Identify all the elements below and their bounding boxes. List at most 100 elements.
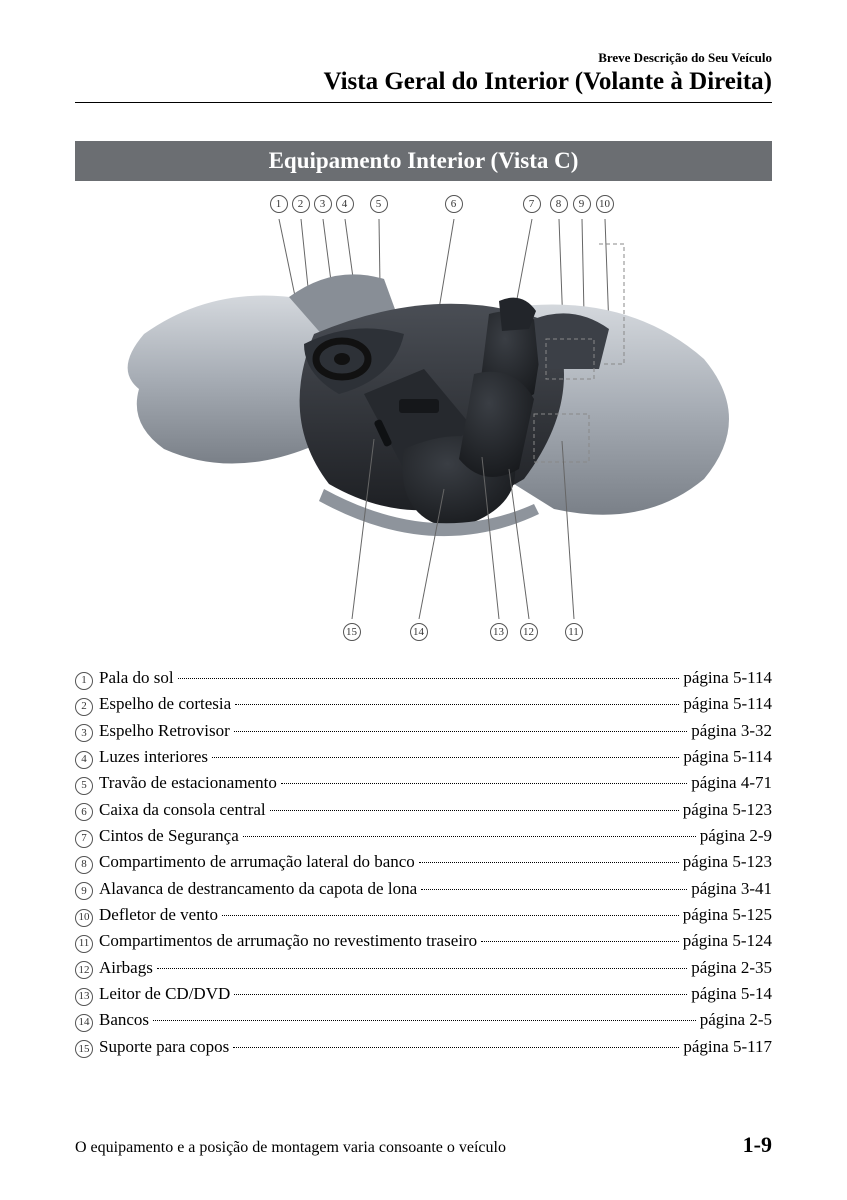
- circled-number: 13: [490, 623, 508, 641]
- callout-8: 8: [550, 195, 568, 213]
- circled-number: 14: [410, 623, 428, 641]
- footer-note: O equipamento e a posição de montagem va…: [75, 1139, 506, 1157]
- circled-number: 9: [573, 195, 591, 213]
- circled-number: 4: [336, 195, 354, 213]
- circled-number: 11: [75, 935, 93, 953]
- index-page-ref: página 5-117: [683, 1034, 772, 1060]
- index-page-ref: página 5-123: [683, 849, 772, 875]
- index-page-ref: página 3-41: [691, 876, 772, 902]
- circled-number: 6: [75, 803, 93, 821]
- leader-dots: [419, 862, 679, 863]
- leader-dots: [421, 889, 687, 890]
- index-page-ref: página 5-114: [683, 744, 772, 770]
- callout-10: 10: [596, 195, 614, 213]
- leader-dots: [233, 1047, 679, 1048]
- circled-number: 12: [75, 961, 93, 979]
- index-label: Suporte para copos: [99, 1034, 229, 1060]
- leader-dots: [281, 783, 687, 784]
- leader-dots: [178, 678, 680, 679]
- circled-number: 8: [75, 856, 93, 874]
- circled-number: 2: [75, 698, 93, 716]
- circled-number: 10: [75, 909, 93, 927]
- callout-4: 4: [336, 195, 354, 213]
- index-label: Espelho de cortesia: [99, 691, 231, 717]
- circled-number: 15: [75, 1040, 93, 1058]
- circled-number: 1: [75, 672, 93, 690]
- callout-15: 15: [343, 623, 361, 641]
- circled-number: 1: [270, 195, 288, 213]
- callout-5: 5: [370, 195, 388, 213]
- index-page-ref: página 2-35: [691, 955, 772, 981]
- index-label: Espelho Retrovisor: [99, 718, 230, 744]
- index-label: Bancos: [99, 1007, 149, 1033]
- circled-number: 14: [75, 1014, 93, 1032]
- leader-dots: [235, 704, 679, 705]
- circled-number: 12: [520, 623, 538, 641]
- circled-number: 7: [75, 830, 93, 848]
- index-label: Travão de estacionamento: [99, 770, 277, 796]
- callout-2: 2: [292, 195, 310, 213]
- index-label: Airbags: [99, 955, 153, 981]
- circled-number: 2: [292, 195, 310, 213]
- index-page-ref: página 5-124: [683, 928, 772, 954]
- index-row: 4 Luzes interiorespágina 5-114: [75, 744, 772, 770]
- index-label: Compartimentos de arrumação no revestime…: [99, 928, 477, 954]
- index-label: Pala do sol: [99, 665, 174, 691]
- circled-number: 15: [343, 623, 361, 641]
- car-illustration: [104, 219, 744, 619]
- circled-number: 7: [523, 195, 541, 213]
- callout-9: 9: [573, 195, 591, 213]
- index-page-ref: página 5-114: [683, 691, 772, 717]
- circled-number: 6: [445, 195, 463, 213]
- index-row: 12 Airbags página 2-35: [75, 955, 772, 981]
- index-page-ref: página 2-9: [700, 823, 772, 849]
- circled-number: 5: [370, 195, 388, 213]
- callout-13: 13: [490, 623, 508, 641]
- index-label: Leitor de CD/DVD: [99, 981, 230, 1007]
- index-page-ref: página 5-125: [683, 902, 772, 928]
- index-label: Defletor de vento: [99, 902, 218, 928]
- index-list: 1 Pala do sol página 5-114 2 Espelho de co…: [75, 665, 772, 1060]
- page-header: Breve Descrição do Seu Veículo Vista Ger…: [75, 50, 772, 103]
- index-row: 9 Alavanca de destrancamento da capota d…: [75, 876, 772, 902]
- circled-number: 9: [75, 882, 93, 900]
- index-label: Caixa da consola central: [99, 797, 266, 823]
- leader-dots: [234, 731, 687, 732]
- callout-1: 1: [270, 195, 288, 213]
- circled-number: 13: [75, 988, 93, 1006]
- index-page-ref: página 5-123: [683, 797, 772, 823]
- page-footer: O equipamento e a posição de montagem va…: [75, 1132, 772, 1158]
- section-banner: Equipamento Interior (Vista C): [75, 141, 772, 181]
- callouts-bottom: 1514131211: [104, 623, 744, 647]
- index-row: 13 Leitor de CD/DVDpágina 5-14: [75, 981, 772, 1007]
- index-page-ref: página 5-114: [683, 665, 772, 691]
- index-row: 15 Suporte para copos página 5-117: [75, 1034, 772, 1060]
- leader-dots: [481, 941, 679, 942]
- index-row: 10 Defletor de vento página 5-125: [75, 902, 772, 928]
- footer-page-number: 1-9: [743, 1132, 772, 1158]
- index-row: 11 Compartimentos de arrumação no revest…: [75, 928, 772, 954]
- diagram: 12345678910: [104, 195, 744, 647]
- callouts-top: 12345678910: [104, 195, 744, 219]
- leader-dots: [157, 968, 687, 969]
- circled-number: 10: [596, 195, 614, 213]
- index-page-ref: página 4-71: [691, 770, 772, 796]
- leader-dots: [153, 1020, 696, 1021]
- callout-14: 14: [410, 623, 428, 641]
- index-label: Compartimento de arrumação lateral do ba…: [99, 849, 415, 875]
- leader-dots: [234, 994, 687, 995]
- index-page-ref: página 3-32: [691, 718, 772, 744]
- index-label: Alavanca de destrancamento da capota de …: [99, 876, 417, 902]
- circled-number: 5: [75, 777, 93, 795]
- index-row: 7 Cintos de Segurançapágina 2-9: [75, 823, 772, 849]
- index-page-ref: página 2-5: [700, 1007, 772, 1033]
- circled-number: 8: [550, 195, 568, 213]
- header-title: Vista Geral do Interior (Volante à Direi…: [75, 68, 772, 96]
- index-row: 5 Travão de estacionamento página 4-71: [75, 770, 772, 796]
- circled-number: 3: [75, 724, 93, 742]
- leader-dots: [270, 810, 679, 811]
- circled-number: 4: [75, 751, 93, 769]
- callout-12: 12: [520, 623, 538, 641]
- leader-dots: [212, 757, 679, 758]
- callout-6: 6: [445, 195, 463, 213]
